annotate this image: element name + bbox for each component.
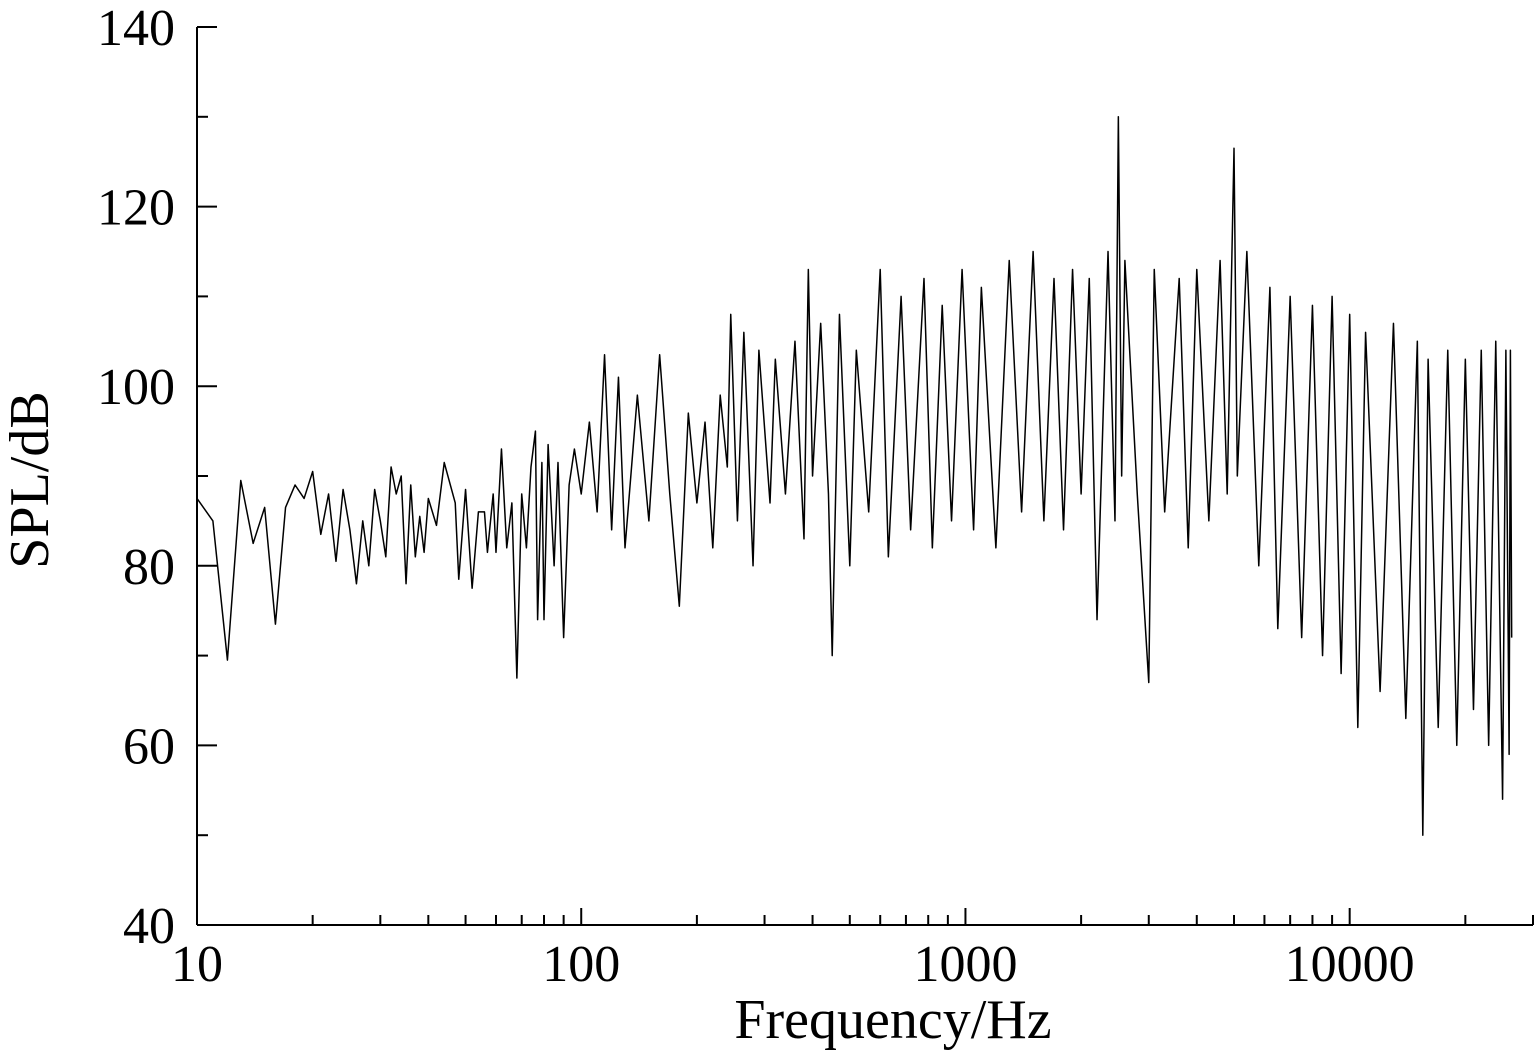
- y-tick-label: 80: [123, 539, 175, 596]
- x-tick-label: 1000: [913, 936, 1017, 993]
- x-tick-label: 100: [542, 936, 620, 993]
- y-tick-label: 120: [97, 180, 175, 237]
- x-tick-label: 10000: [1285, 936, 1415, 993]
- spectrum-line: [196, 116, 1513, 836]
- y-tick-label: 100: [97, 359, 175, 416]
- y-tick-label: 140: [97, 0, 175, 57]
- y-tick-label: 40: [123, 898, 175, 955]
- y-tick-label: 60: [123, 718, 175, 775]
- x-axis-label: Frequency/Hz: [734, 989, 1051, 1051]
- y-axis-label: SPL/dB: [0, 391, 61, 568]
- x-tick-label: 10: [171, 936, 223, 993]
